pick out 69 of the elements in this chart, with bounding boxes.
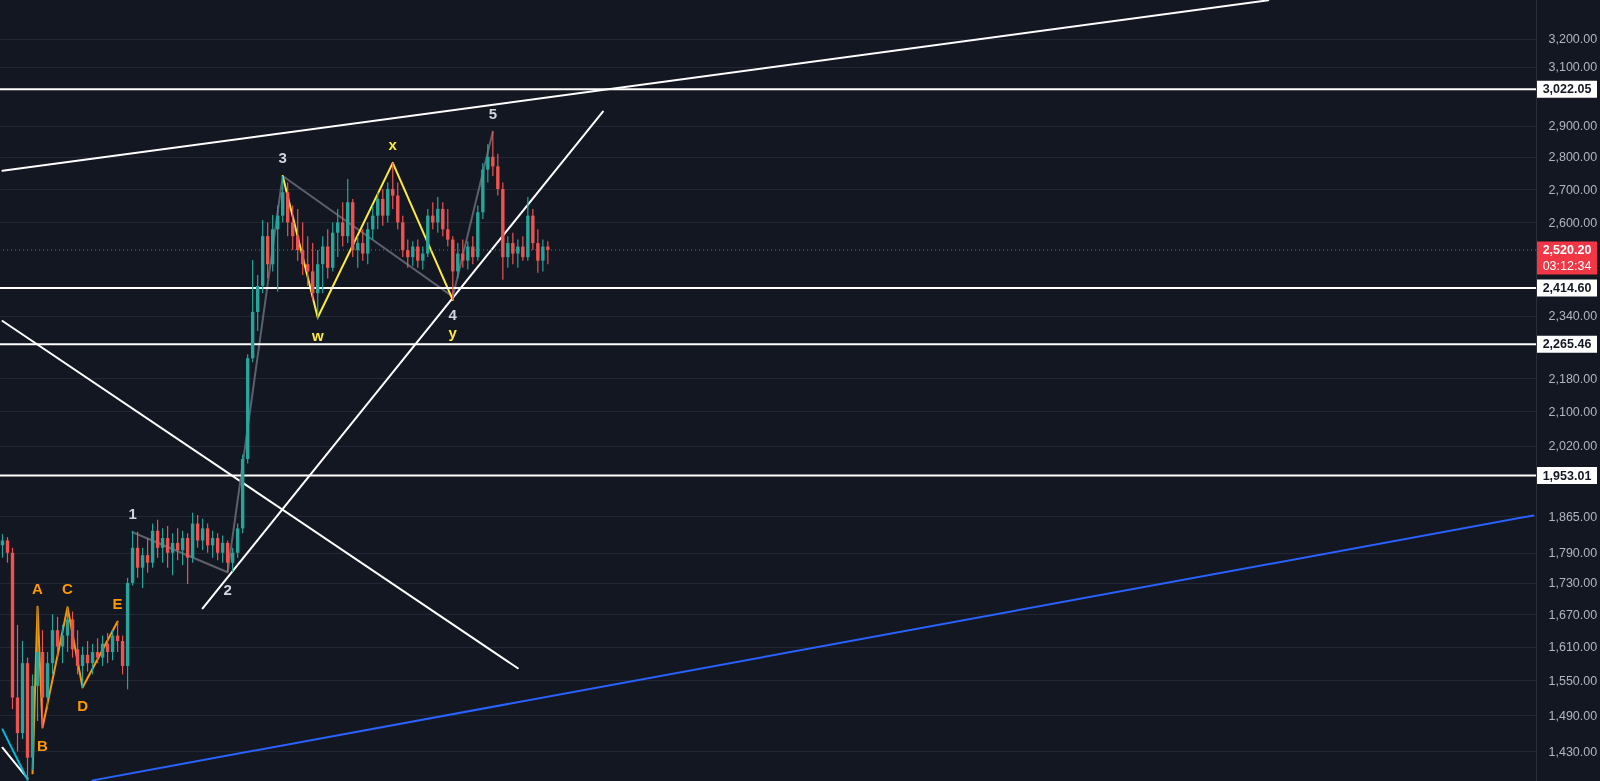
- y-tick-label: 1,790.00: [1548, 546, 1598, 561]
- candlestick: [225, 539, 230, 573]
- candlestick: [170, 532, 175, 576]
- candlestick: [461, 239, 465, 269]
- y-tick-label: 3,200.00: [1548, 32, 1598, 47]
- candlestick: [391, 162, 395, 210]
- y-tick-label: 1,730.00: [1548, 576, 1598, 591]
- annotation: w: [310, 326, 324, 344]
- candlestick: [220, 535, 225, 564]
- y-tick-label: 2,700.00: [1548, 182, 1598, 197]
- annotation: E: [112, 594, 123, 612]
- candlestick: [361, 228, 365, 262]
- annotation: 1: [128, 505, 137, 523]
- candlestick: [280, 175, 285, 224]
- annotation: 4: [448, 305, 458, 323]
- y-tick-label: 1,610.00: [1548, 640, 1598, 655]
- annotation: 3: [278, 149, 287, 167]
- text: 03:12:34: [1542, 259, 1592, 273]
- line-series: [131, 130, 494, 574]
- ref-line-label: 3,022.05: [1542, 82, 1592, 97]
- annotation: A: [32, 579, 44, 597]
- candlestick: [521, 235, 525, 262]
- ref-line-label: 2,414.60: [1542, 280, 1592, 295]
- candlestick: [5, 536, 10, 564]
- candlestick: [145, 537, 150, 574]
- annotation: B: [37, 736, 49, 754]
- candlestick: [516, 239, 520, 269]
- candlestick: [466, 240, 470, 271]
- y-tick-label: 2,800.00: [1548, 150, 1598, 165]
- candlestick: [511, 232, 515, 265]
- candlestick: [215, 532, 220, 561]
- y-tick-label: 2,900.00: [1548, 119, 1598, 134]
- annotation: D: [77, 696, 89, 714]
- y-tick-label: 2,340.00: [1548, 309, 1598, 324]
- candlestick: [160, 527, 165, 564]
- candlestick: [496, 153, 500, 197]
- candlestick: [140, 547, 145, 589]
- y-tick-label: 2,180.00: [1548, 371, 1598, 386]
- ref-line-label: 2,520.20: [1542, 243, 1592, 257]
- y-tick-label: 2,020.00: [1548, 439, 1598, 454]
- annotation: 5: [488, 104, 497, 122]
- annotation: x: [388, 135, 398, 153]
- candlestick: [536, 228, 540, 274]
- ref-line-label: 1,953.01: [1542, 468, 1592, 483]
- candlestick: [65, 606, 70, 653]
- candlestick: [471, 235, 475, 265]
- annotation: C: [62, 580, 74, 598]
- y-tick-label: 1,550.00: [1548, 673, 1598, 688]
- candlestick: [546, 240, 550, 265]
- candlestick: [336, 208, 340, 258]
- candlestick: [95, 637, 100, 664]
- y-tick-label: 3,100.00: [1548, 60, 1598, 75]
- candlestick: [165, 525, 170, 569]
- y-tick-label: 1,490.00: [1548, 708, 1598, 723]
- candlestick: [486, 143, 490, 184]
- candlestick: [491, 131, 495, 177]
- y-tick-label: 1,865.00: [1548, 509, 1598, 524]
- y-tick-label: 1,670.00: [1548, 607, 1598, 622]
- candlestick: [55, 616, 60, 659]
- candlestick: [185, 532, 190, 585]
- y-tick-label: 2,100.00: [1548, 404, 1598, 419]
- y-tick-label: 1,430.00: [1548, 744, 1598, 759]
- y-tick-label: 2,600.00: [1548, 215, 1598, 230]
- ref-line-label: 2,265.46: [1542, 337, 1592, 352]
- candlestick: [541, 239, 545, 272]
- candlestick: [506, 235, 510, 269]
- candlestick: [446, 208, 450, 248]
- annotation: y: [448, 323, 458, 341]
- annotation: 2: [223, 581, 232, 599]
